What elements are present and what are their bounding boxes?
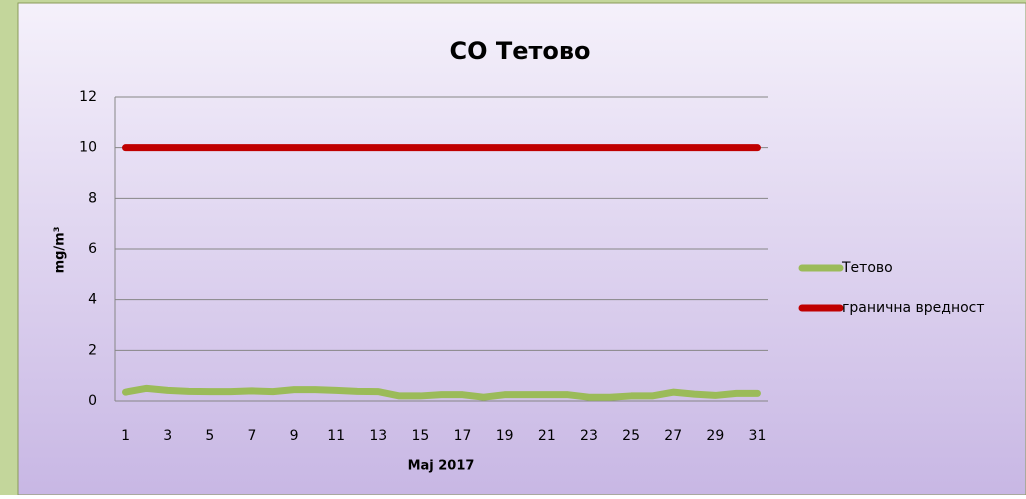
y-tick-label: 0 bbox=[88, 393, 97, 409]
x-tick-label: 29 bbox=[706, 428, 724, 444]
y-tick-label: 6 bbox=[88, 241, 97, 257]
x-tick-label: 1 bbox=[121, 428, 130, 444]
x-tick-label: 5 bbox=[205, 428, 214, 444]
x-tick-label: 13 bbox=[369, 428, 387, 444]
series-line bbox=[122, 384, 761, 401]
y-tick-label: 4 bbox=[88, 292, 97, 308]
x-tick-label: 9 bbox=[290, 428, 299, 444]
legend-label: гранична вредност bbox=[842, 300, 985, 316]
y-tick-label: 2 bbox=[88, 342, 97, 358]
x-tick-label: 15 bbox=[412, 428, 430, 444]
y-tick-label: 12 bbox=[79, 89, 97, 105]
y-tick-label: 8 bbox=[88, 190, 97, 206]
x-axis-label: Maj 2017 bbox=[408, 459, 475, 474]
x-tick-label: 27 bbox=[664, 428, 682, 444]
x-tick-label: 7 bbox=[247, 428, 256, 444]
x-tick-label: 25 bbox=[622, 428, 640, 444]
x-tick-label: 11 bbox=[327, 428, 345, 444]
legend-label: Тетово bbox=[841, 260, 893, 276]
chart-title: CO Тетово bbox=[449, 37, 590, 65]
x-tick-label: 31 bbox=[749, 428, 767, 444]
y-axis-label: mg/m³ bbox=[53, 227, 68, 274]
x-tick-label: 23 bbox=[580, 428, 598, 444]
x-tick-label: 17 bbox=[454, 428, 472, 444]
x-tick-label: 19 bbox=[496, 428, 514, 444]
x-tick-label: 21 bbox=[538, 428, 556, 444]
x-tick-label: 3 bbox=[163, 428, 172, 444]
y-tick-label: 10 bbox=[79, 140, 97, 156]
